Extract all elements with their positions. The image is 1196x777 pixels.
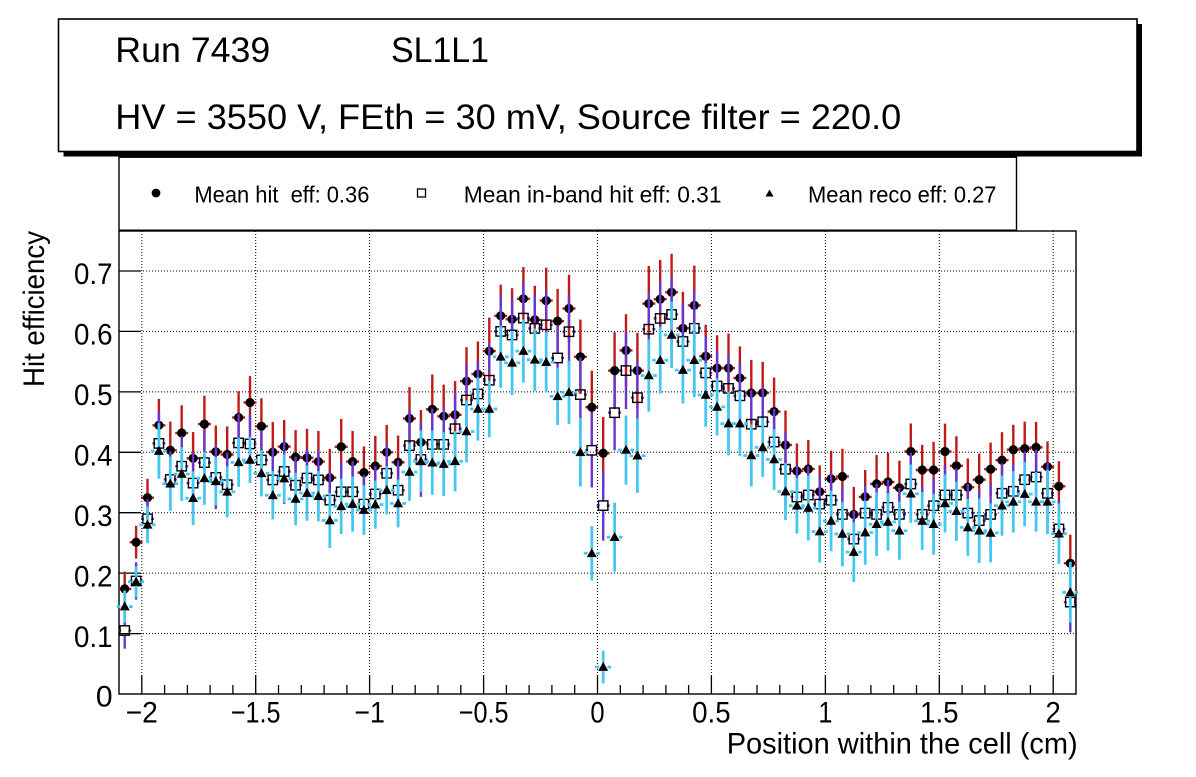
svg-text:0: 0 (590, 697, 604, 730)
svg-text:2: 2 (1046, 697, 1061, 730)
svg-text:Run 7439: Run 7439 (115, 31, 270, 70)
svg-text:HV = 3550 V, FEth = 30 mV, Sou: HV = 3550 V, FEth = 30 mV, Source filter… (115, 98, 901, 137)
svg-text:Mean in-band hit eff: 0.31: Mean in-band hit eff: 0.31 (464, 181, 722, 207)
svg-text:1: 1 (818, 697, 832, 730)
svg-text:−1: −1 (354, 697, 385, 730)
svg-text:0.4: 0.4 (74, 440, 113, 473)
svg-text:1.5: 1.5 (920, 697, 959, 730)
svg-text:0: 0 (96, 681, 113, 714)
svg-text:−0.5: −0.5 (459, 697, 509, 730)
svg-text:0.1: 0.1 (74, 621, 113, 654)
svg-text:0.3: 0.3 (74, 500, 113, 533)
svg-text:Mean reco eff: 0.27: Mean reco eff: 0.27 (808, 181, 997, 207)
svg-text:−1.5: −1.5 (231, 697, 281, 730)
svg-text:0.5: 0.5 (692, 697, 731, 730)
svg-text:0.7: 0.7 (74, 258, 113, 291)
svg-text:Position within the cell (cm): Position within the cell (cm) (727, 727, 1078, 760)
svg-text:Mean hit eff: 0.36: Mean hit eff: 0.36 (194, 181, 369, 207)
svg-text:Hit efficiency: Hit efficiency (18, 231, 51, 387)
svg-text:0.2: 0.2 (74, 560, 113, 593)
svg-text:SL1L1: SL1L1 (391, 31, 489, 70)
svg-text:0.6: 0.6 (74, 319, 113, 352)
svg-text:0.5: 0.5 (74, 379, 113, 412)
svg-text:−2: −2 (126, 697, 158, 730)
